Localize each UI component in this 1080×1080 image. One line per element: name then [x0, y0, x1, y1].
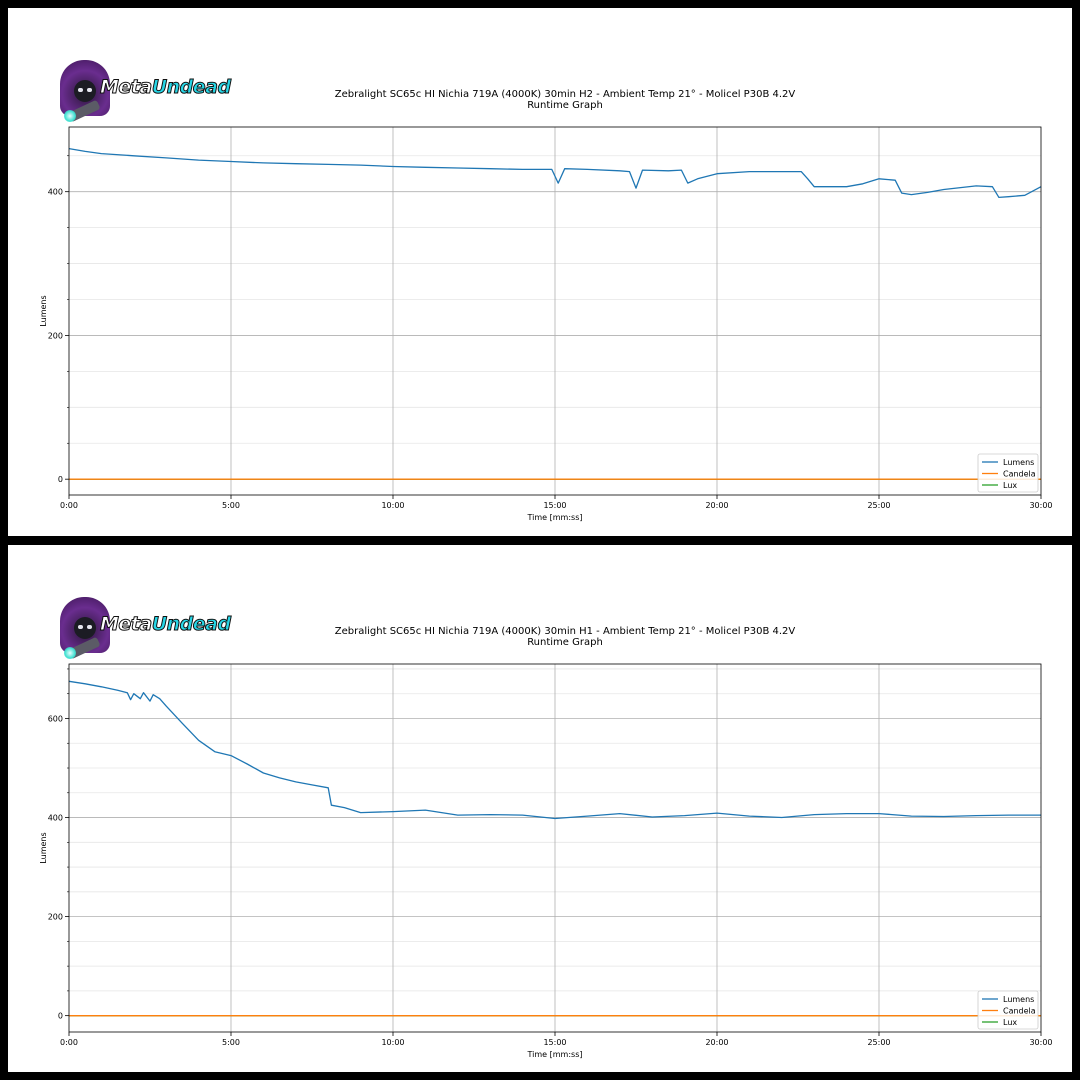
x-tick-label: 0:00 [60, 501, 78, 510]
y-tick-label: 0 [58, 475, 63, 484]
y-tick-label: 200 [48, 331, 63, 340]
x-tick-label: 25:00 [867, 1038, 890, 1047]
y-tick-label: 200 [48, 913, 63, 922]
y-tick-label: 400 [48, 188, 63, 197]
x-tick-label: 25:00 [867, 501, 890, 510]
chart-subtitle: Runtime Graph [527, 100, 603, 111]
runtime-chart-h2: Zebralight SC65c HI Nichia 719A (4000K) … [39, 89, 1053, 522]
x-tick-label: 30:00 [1029, 501, 1052, 510]
chart-subtitle: Runtime Graph [527, 637, 603, 648]
y-axis-label: Lumens [39, 832, 48, 863]
series-line-lumens [68, 680, 1041, 820]
legend-label: Lumens [1003, 458, 1034, 467]
runtime-chart-h1: Zebralight SC65c HI Nichia 719A (4000K) … [39, 626, 1053, 1059]
y-tick-label: 600 [48, 714, 63, 723]
y-tick-label: 400 [48, 814, 63, 823]
metaundead-logo: MetaUndead [56, 593, 232, 663]
y-tick-label: 0 [58, 1012, 63, 1021]
chart-panel-top: MetaUndead Zebralight SC65c HI Nichia 71… [8, 8, 1072, 536]
x-tick-label: 30:00 [1029, 1038, 1052, 1047]
x-tick-label: 15:00 [543, 1038, 566, 1047]
x-tick-label: 10:00 [381, 1038, 404, 1047]
chart-title: Zebralight SC65c HI Nichia 719A (4000K) … [335, 626, 796, 637]
x-tick-label: 5:00 [222, 1038, 240, 1047]
series-line-lumens [68, 147, 1042, 199]
legend-label: Lux [1003, 1018, 1017, 1027]
legend-label: Candela [1003, 470, 1036, 479]
legend-label: Lux [1003, 481, 1017, 490]
metaundead-logo: MetaUndead [56, 56, 232, 126]
legend-box [977, 453, 1039, 493]
x-tick-label: 0:00 [60, 1038, 78, 1047]
x-tick-label: 5:00 [222, 501, 240, 510]
x-tick-label: 20:00 [705, 501, 728, 510]
legend-box [977, 990, 1039, 1030]
chart-title: Zebralight SC65c HI Nichia 719A (4000K) … [335, 89, 796, 100]
x-tick-label: 10:00 [381, 501, 404, 510]
plot-frame [68, 126, 1042, 496]
y-axis-label: Lumens [39, 295, 48, 326]
legend-label: Lumens [1003, 995, 1034, 1004]
plot-frame [68, 663, 1042, 1033]
x-axis-label: Time [mm:ss] [527, 513, 583, 522]
x-tick-label: 20:00 [705, 1038, 728, 1047]
chart-panel-bottom: MetaUndead Zebralight SC65c HI Nichia 71… [8, 545, 1072, 1072]
x-tick-label: 15:00 [543, 501, 566, 510]
x-axis-label: Time [mm:ss] [527, 1050, 583, 1059]
legend-label: Candela [1003, 1007, 1036, 1016]
